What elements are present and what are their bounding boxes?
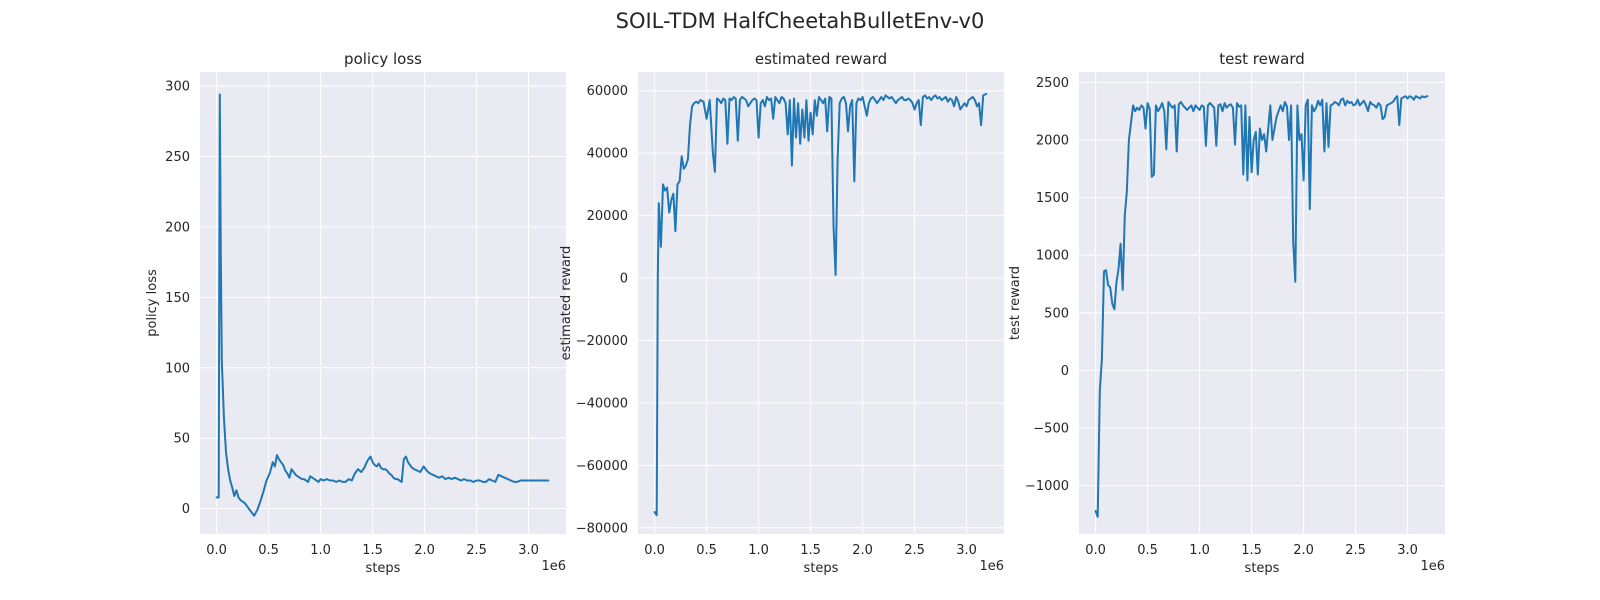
x-tick-label: 0.0 (1085, 543, 1106, 558)
x-axis-label: steps (1245, 561, 1280, 576)
x-tick-label: 3.0 (956, 543, 977, 558)
y-tick-label: 2000 (1036, 133, 1069, 148)
figure-title: SOIL-TDM HalfCheetahBulletEnv-v0 (616, 9, 985, 33)
chart-title: estimated reward (755, 50, 887, 68)
x-tick-label: 2.0 (414, 543, 435, 558)
y-tick-label: 200 (165, 220, 190, 235)
chart-title: test reward (1219, 50, 1305, 68)
x-tick-label: 1.0 (310, 543, 331, 558)
y-tick-label: 40000 (587, 147, 628, 162)
y-tick-label: −20000 (576, 334, 628, 349)
chart-panel-3: 0.0 0.5 1.0 1.5 2.0 2.5 3.0 −1000 −500 0 500 1000 15… (1008, 50, 1445, 576)
x-tick-label: 1.5 (1241, 543, 1262, 558)
x-tick-label: 1.0 (748, 543, 769, 558)
x-tick-label: 2.5 (1345, 543, 1366, 558)
chart-title: policy loss (344, 50, 422, 68)
y-tick-label: 60000 (587, 84, 628, 99)
y-tick-label: 150 (165, 291, 190, 306)
x-tick-label: 1.0 (1189, 543, 1210, 558)
series-line (215, 93, 550, 517)
x-axis-label: steps (366, 561, 401, 576)
plot-area (638, 72, 1004, 534)
x-axis-label: steps (804, 561, 839, 576)
y-tick-label: 250 (165, 150, 190, 165)
x-offset-label: 1e6 (541, 559, 566, 574)
x-tick-label: 3.0 (518, 543, 539, 558)
x-tick-label: 2.0 (1293, 543, 1314, 558)
series-line (1094, 95, 1429, 518)
y-axis-label: test reward (1008, 266, 1023, 340)
y-tick-label: 300 (165, 80, 190, 95)
y-tick-label: 500 (1044, 306, 1069, 321)
y-tick-label: −500 (1033, 422, 1069, 437)
y-tick-label: 20000 (587, 209, 628, 224)
y-tick-label: 100 (165, 361, 190, 376)
y-axis-label: policy loss (145, 269, 160, 337)
x-tick-label: 2.0 (852, 543, 873, 558)
plot-area (200, 72, 566, 534)
x-offset-label: 1e6 (1420, 559, 1445, 574)
x-tick-label: 1.5 (362, 543, 383, 558)
chart-panel-1: 0.0 0.5 1.0 1.5 2.0 2.5 3.0 0 50 100 150 200 250 300 p… (145, 50, 566, 576)
y-tick-label: −1000 (1025, 479, 1069, 494)
y-axis-label: estimated reward (559, 246, 574, 361)
y-tick-label: 2500 (1036, 76, 1069, 91)
y-tick-label: 1000 (1036, 249, 1069, 264)
y-tick-label: 0 (620, 272, 628, 287)
x-tick-label: 2.5 (904, 543, 925, 558)
x-tick-label: 0.0 (206, 543, 227, 558)
series-line (653, 92, 988, 517)
y-tick-label: 1500 (1036, 191, 1069, 206)
x-tick-label: 0.5 (1137, 543, 1158, 558)
y-tick-label: 0 (1061, 364, 1069, 379)
x-tick-label: 0.0 (644, 543, 665, 558)
x-tick-label: 1.5 (800, 543, 821, 558)
y-tick-label: 50 (173, 432, 190, 447)
plot-area (1079, 72, 1445, 534)
y-tick-label: 0 (182, 502, 190, 517)
x-tick-label: 0.5 (258, 543, 279, 558)
y-tick-label: −60000 (576, 459, 628, 474)
x-tick-label: 2.5 (466, 543, 487, 558)
y-tick-label: −40000 (576, 396, 628, 411)
x-tick-label: 0.5 (696, 543, 717, 558)
x-offset-label: 1e6 (979, 559, 1004, 574)
chart-panel-2: 0.0 0.5 1.0 1.5 2.0 2.5 3.0 −80000 −60000 −40000 −… (559, 50, 1004, 576)
x-tick-label: 3.0 (1397, 543, 1418, 558)
y-tick-label: −80000 (576, 521, 628, 536)
